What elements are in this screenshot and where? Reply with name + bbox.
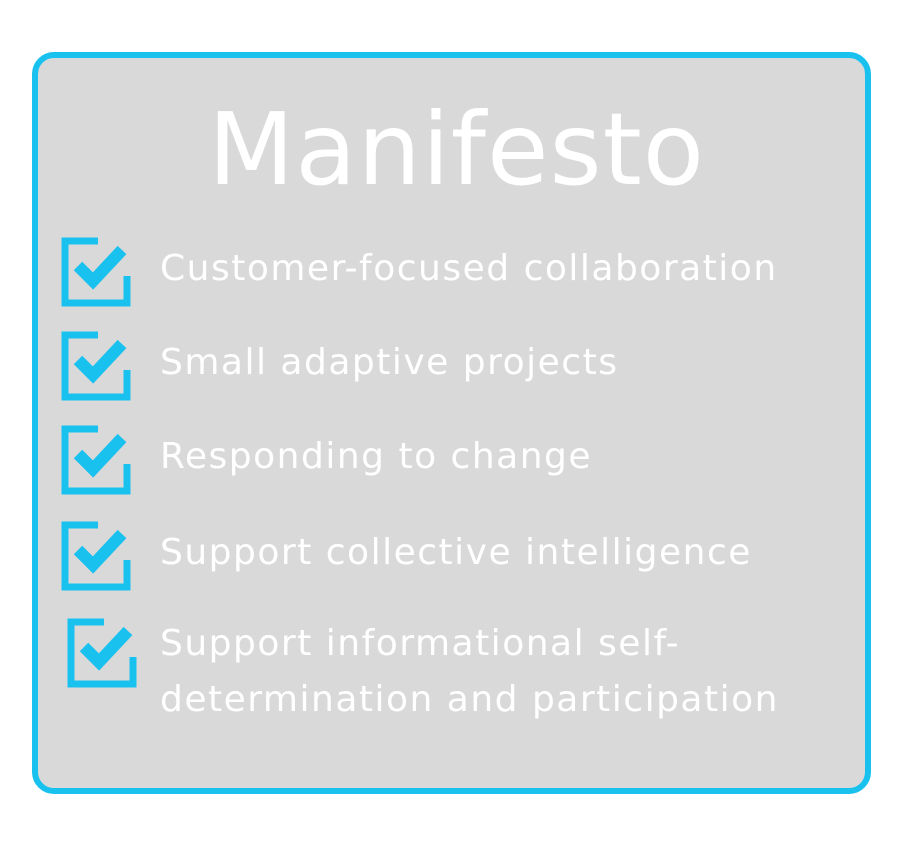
list-item-label: Customer-focused collaboration	[160, 248, 778, 289]
list-item-label-line-1: Support informational self-	[160, 623, 681, 664]
checkbox-checked-icon	[61, 425, 131, 495]
manifesto-title: Manifesto	[208, 91, 705, 208]
checkbox-checked-icon	[61, 331, 131, 401]
checkbox-checked-icon	[67, 618, 137, 688]
manifesto-card	[32, 52, 871, 794]
list-item-label: Small adaptive projects	[160, 342, 619, 383]
list-item-label-line-2: determination and participation	[160, 679, 779, 720]
checkbox-checked-icon	[61, 237, 131, 307]
list-item-label: Responding to change	[160, 436, 593, 477]
checkbox-checked-icon	[61, 521, 131, 591]
list-item-label: Support collective intelligence	[160, 532, 752, 573]
